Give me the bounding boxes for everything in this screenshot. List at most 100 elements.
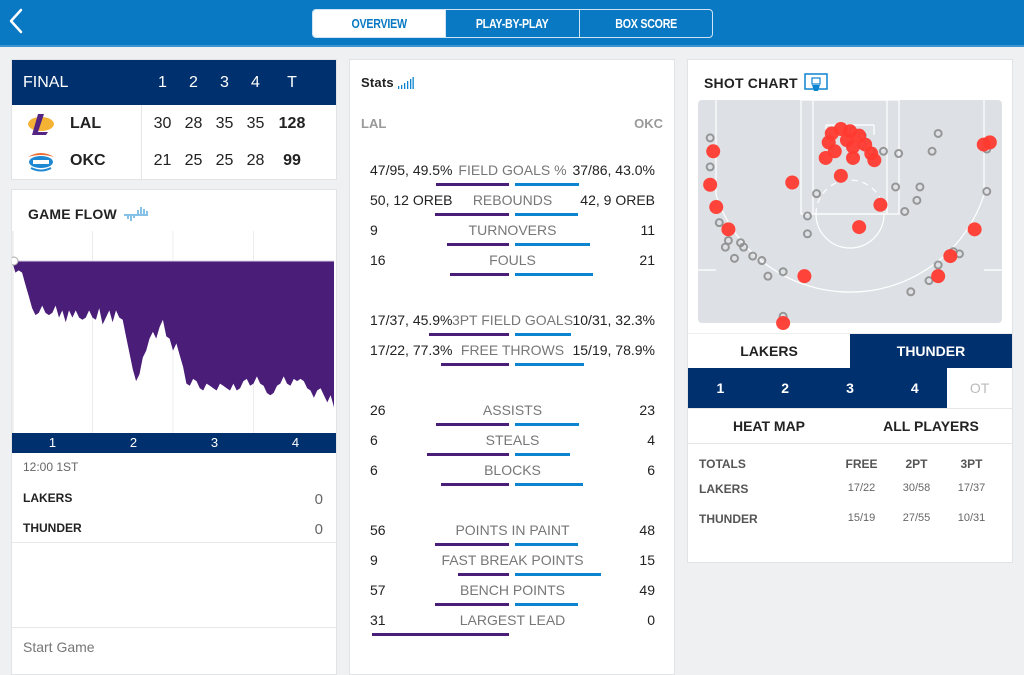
quarter-filter: 1 2 3 4 OT [688,368,1012,408]
stat-right-value: 11 [640,222,655,238]
team-abbr: OKC [70,151,106,169]
totals-2pt: 30/58 [902,482,931,494]
stat-left-value: 26 [370,402,386,418]
tab-play-by-play[interactable]: PLAY-BY-PLAY [445,10,578,37]
shot-made-marker [833,168,848,183]
period-score: 35 [246,114,265,132]
stat-label: POINTS IN PAINT [455,522,570,538]
stat-label: BENCH POINTS [459,582,565,598]
shot-made-marker [982,135,997,150]
thunder-logo [28,152,54,171]
all-players-button[interactable]: ALL PLAYERS [883,418,979,434]
stat-bar-right [515,423,579,426]
period-score: 25 [215,151,234,169]
totals-team: LAKERS [699,482,749,496]
tab-overview[interactable]: OVERVIEW [313,10,446,37]
stat-bar-left [436,183,509,186]
heat-map-button[interactable]: HEAT MAP [732,418,806,434]
tab-box-score[interactable]: BOX SCORE [578,10,712,37]
stat-right-value: 42, 9 OREB [580,192,655,208]
shot-missed-marker [763,271,773,281]
shot-made-marker [785,175,800,190]
start-game-link[interactable]: Start Game [23,639,95,655]
stat-right-value: 4 [647,432,655,448]
tab-play-by-play-label: PLAY-BY-PLAY [476,16,549,31]
stat-right-value: 49 [639,582,655,598]
totals-row: THUNDER 15/19 27/55 10/31 [699,512,999,526]
stat-row: 31 LARGEST LEAD 0 [370,611,655,641]
quarter-tab-3[interactable]: 3 [817,368,883,408]
quarter-tab-ot[interactable]: OT [947,368,1012,408]
stat-label: FREE THROWS [460,342,565,358]
view-segmented-control: OVERVIEW PLAY-BY-PLAY BOX SCORE [312,9,713,38]
shot-missed-marker [900,207,910,216]
stat-left-value: 31 [370,612,386,628]
shot-missed-marker [912,195,922,205]
quarter-tick-label: 1 [48,435,57,450]
shot-missed-marker [739,242,749,252]
shot-missed-marker [757,256,767,266]
period-header: 3 [220,73,229,91]
shot-chart-options: HEAT MAP ALL PLAYERS [688,408,1012,444]
shot-made-marker [943,249,958,264]
quarter-tab-1[interactable]: 1 [688,368,753,408]
team-score: 0 [314,491,323,508]
stat-left-value: 17/22, 77.3% [370,342,453,358]
stat-label: BLOCKS [484,462,541,478]
shot-made-marker [967,222,982,237]
shot-chart-title-text: SHOT CHART [704,75,798,91]
team-tab-thunder[interactable]: THUNDER [850,334,1012,368]
stats-right-team: OKC [634,116,663,131]
inner-lane [812,99,888,215]
lakers-lead-area [12,261,334,408]
shot-missed-marker [906,287,916,297]
flow-team-row: LAKERS 0 [23,491,323,508]
stat-right-value: 15 [639,552,655,568]
totals-3pt: 10/31 [957,512,986,524]
stat-row: 6 BLOCKS 6 [370,461,655,491]
stat-bar-left [429,333,509,336]
stat-row: 47/95, 49.5% FIELD GOALS % 37/86, 43.0% [370,161,655,191]
scrubber-handle[interactable] [12,256,19,266]
shot-missed-marker [720,242,730,252]
game-flow-title: GAME FLOW [28,206,149,222]
chevron-left-icon [9,8,23,34]
quarter-tab-2[interactable]: 2 [752,368,818,408]
shot-made-marker [821,135,836,150]
score-row-lal: LAL 30 28 35 35 128 [12,105,336,142]
shot-missed-marker [933,128,943,138]
shot-missed-marker [748,251,758,261]
stat-left-value: 6 [370,462,378,478]
scoreboard-header: FINAL 1 2 3 4 T [12,60,336,105]
team-toggle: LAKERS THUNDER [688,333,1012,368]
stat-bar-left [372,633,509,636]
stat-left-value: 57 [370,582,386,598]
shot-missed-marker [933,260,943,270]
totals-row: LAKERS 17/22 30/58 17/37 [699,482,999,496]
stat-bar-right [515,543,578,546]
stat-left-value: 50, 12 OREB [370,192,453,208]
stat-label: ASSISTS [482,402,543,418]
stat-row: 6 STEALS 4 [370,431,655,461]
period-header: 2 [189,73,198,91]
stats-left-team: LAL [361,116,387,131]
stat-row: 57 BENCH POINTS 49 [370,581,655,611]
shot-chart-court[interactable] [698,99,1002,330]
shot-chart-title: SHOT CHART [704,73,828,93]
stat-bar-left [447,243,509,246]
stat-label: FIELD GOALS % [458,162,567,178]
team-score: 0 [314,521,323,538]
totals-header: 3PT [960,457,983,471]
stat-row: 17/37, 45.9% 3PT FIELD GOALS 10/31, 32.3% [370,311,655,341]
shot-missed-marker [894,149,904,159]
period-score: 28 [246,151,265,169]
quarter-tab-4[interactable]: 4 [882,368,948,408]
shot-made-marker [818,150,833,165]
shot-made-marker [852,220,867,235]
totals-free: 15/19 [847,512,876,524]
stat-bar-right [515,483,583,486]
lakers-logo [28,113,54,135]
team-tab-lakers[interactable]: LAKERS [740,343,798,359]
stat-bar-left [458,573,509,576]
back-button[interactable] [8,8,32,38]
